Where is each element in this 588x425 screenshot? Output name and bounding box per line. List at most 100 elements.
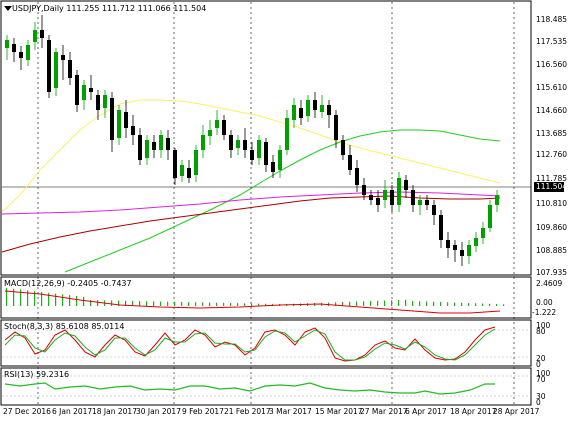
macd-axis-bottom: -1.222 [532,308,557,317]
macd-bar [181,301,183,306]
date-axis-label: 9 Feb 2017 [182,407,224,416]
macd-bar [223,302,225,306]
stoch-signal-line [4,328,496,361]
price-axis-label: 116.560 [536,60,568,69]
macd-bar [209,302,211,306]
rsi-axis-70: 70 [536,375,546,384]
macd-bar [461,302,463,306]
stoch-axis-80: 80 [536,327,546,336]
candle-body [467,245,471,256]
macd-bar [195,302,197,306]
price-axis-label: 117.535 [536,37,568,46]
rsi-axis-0: 0 [536,398,541,407]
candle-body [215,120,219,128]
candle-body [341,140,345,155]
price-axis-label: 112.760 [536,150,568,159]
macd-bar [405,299,407,306]
macd-bar [503,304,505,306]
macd-bar [48,292,50,306]
macd-bar [384,300,386,306]
macd-bar [6,288,8,306]
price-axis-label: 111.785 [536,174,568,183]
date-axis-label: 27 Dec 2016 [3,407,51,416]
candle-body [243,140,247,150]
candle-body [474,238,478,246]
macd-bar [489,303,491,306]
macd-bar [426,301,428,306]
candle-body [145,140,149,158]
candle-body [229,135,233,150]
date-axis-label: 6 Apr 2017 [405,407,447,416]
candle-body [201,135,205,150]
ma-red-line [1,195,501,253]
date-axis-label: 15 Mar 2017 [315,407,363,416]
candle-body [369,195,373,200]
candle-body [264,142,268,165]
stoch-main-line [4,326,496,362]
candle-body [383,190,387,200]
candle-body [89,88,93,92]
candle-body [306,100,310,116]
candle-body [96,95,100,110]
stoch-axis-100: 100 [536,321,551,330]
macd-label: MACD(12,26,9) -0.2405 -0.7437 [4,279,132,288]
candle-body [250,150,254,160]
rsi-axis-100: 100 [536,369,551,378]
macd-bar [412,301,414,306]
candle-body [327,105,331,115]
macd-bar [111,300,113,306]
stoch-axis-0: 0 [536,360,541,369]
date-axis-label: 27 Mar 2017 [360,407,408,416]
candle-body [397,178,401,205]
price-axis-label: 110.810 [536,199,568,208]
candle-body [103,95,107,108]
date-axis-label: 6 Jan 2017 [52,407,93,416]
date-axis-label: 18 Jan 2017 [92,407,137,416]
macd-bar [83,296,85,306]
macd-bar [20,289,22,306]
candle-body [278,150,282,170]
collapse-arrow-icon[interactable] [4,6,12,11]
ohlc-values: 111.255 111.712 111.066 111.504 [66,4,207,13]
macd-bar [90,300,92,306]
candle-body [117,110,121,138]
rsi-line [4,382,495,395]
price-axis-label: 114.660 [536,106,568,115]
rsi-label: RSI(13) 59.2316 [4,370,70,379]
macd-bar [342,302,344,306]
macd-bar [391,300,393,306]
macd-bar [174,301,176,306]
macd-bar [34,291,36,306]
symbol-header: USDJPY,Daily [12,4,64,13]
rsi-panel [0,367,532,406]
macd-bar [125,300,127,306]
candle-body [488,205,492,228]
macd-bar [153,301,155,306]
price-axis-label: 113.685 [536,129,568,138]
candle-body [236,140,240,148]
ma-yellow-line [1,99,501,213]
macd-bar [356,301,358,306]
candle-body [460,250,464,256]
candle-body [348,155,352,170]
macd-bar [370,301,372,306]
macd-bar [265,303,267,306]
candle-body [61,55,65,60]
candle-body [320,105,324,112]
macd-bar [167,301,169,306]
candle-body [257,140,261,158]
macd-bar [251,303,253,306]
macd-bar [27,290,29,306]
main-chart-panel [0,0,532,276]
candle-body [355,168,359,185]
macd-bar [237,303,239,306]
rsi-axis-30: 30 [536,392,546,401]
macd-bar [41,292,43,306]
macd-bar [454,302,456,306]
macd-bar [377,300,379,306]
candle-body [362,185,366,195]
candle-body [453,245,457,250]
macd-bar [132,300,134,306]
candle-body [124,112,128,128]
